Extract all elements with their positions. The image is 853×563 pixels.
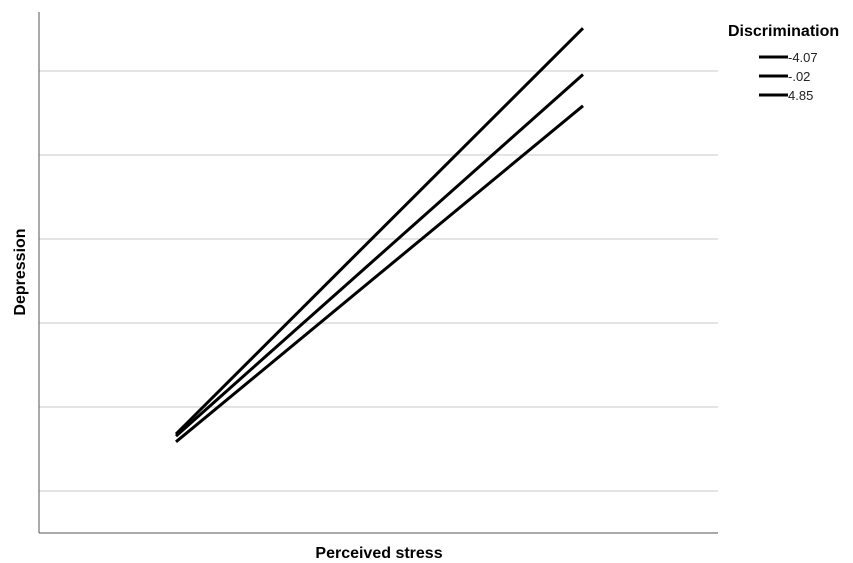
legend-items: -4.07 -.02 4.85: [759, 50, 818, 103]
series-line-1: [174, 27, 585, 436]
legend: Discrimination -4.07 -.02 4.85: [728, 23, 839, 103]
legend-title: Discrimination: [728, 23, 839, 40]
axes: [38, 12, 718, 534]
gridlines: [39, 70, 718, 492]
y-axis-title: Depression: [12, 228, 29, 315]
x-axis-title: Perceived stress: [315, 545, 442, 562]
legend-label: 4.85: [788, 88, 813, 103]
series-line-2: [175, 73, 584, 438]
legend-item: 4.85: [759, 88, 813, 103]
series-line-3: [175, 104, 584, 443]
legend-item: -.02: [759, 69, 810, 84]
legend-label: -4.07: [788, 50, 818, 65]
series-lines: [174, 27, 585, 443]
legend-label: -.02: [788, 69, 810, 84]
legend-item: -4.07: [759, 50, 818, 65]
